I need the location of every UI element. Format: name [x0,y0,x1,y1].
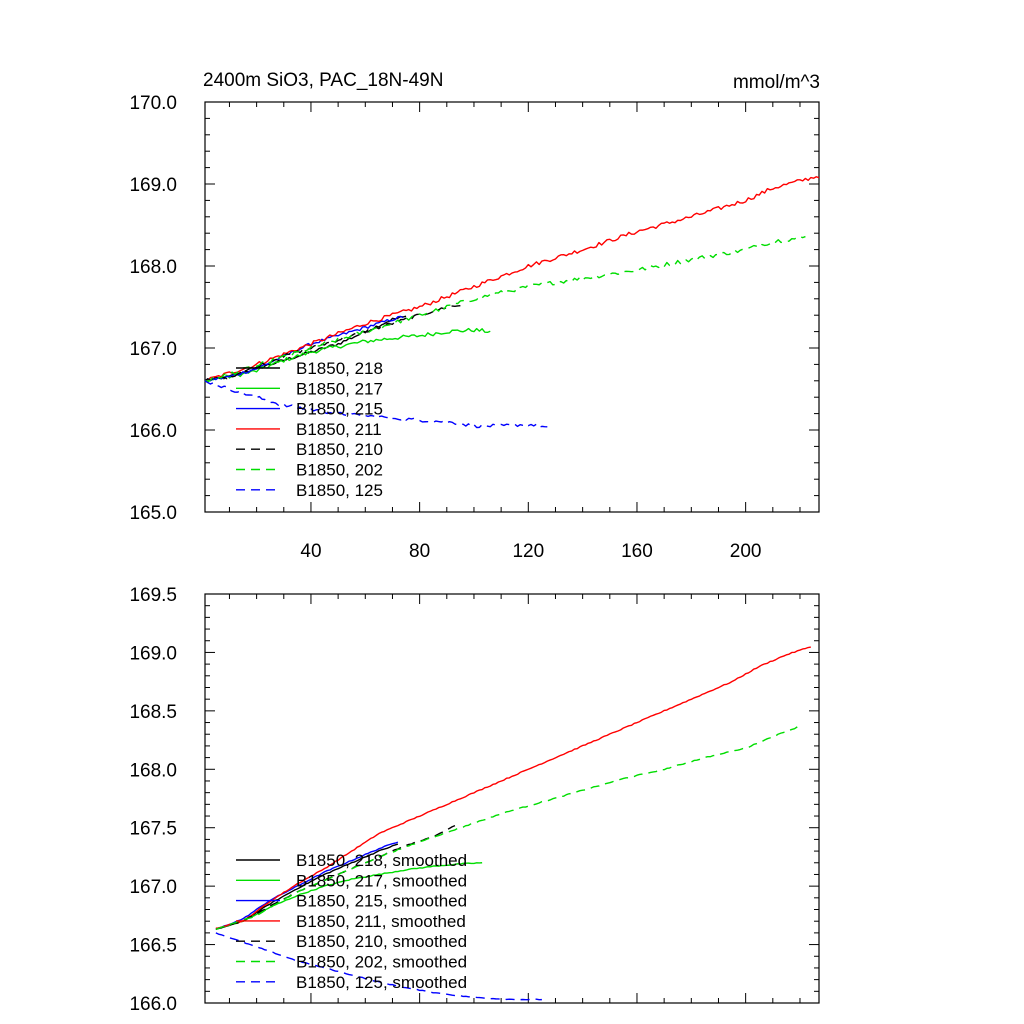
y-tick-label: 165.0 [129,503,177,524]
y-tick-label: 167.0 [129,877,177,898]
y-tick-label: 169.0 [129,643,177,664]
legend-label: B1850, 210 [296,440,383,459]
legend-label: B1850, 218 [296,359,383,378]
legend-label: B1850, 215 [296,400,383,419]
y-tick-label: 168.5 [129,702,177,723]
y-tick-label: 168.0 [129,257,177,278]
top-ticks: 40 80 120 160 200 165.0 166.0 167.0 168.0 169.0 17… [129,93,819,562]
x-tick-label: 80 [409,541,430,562]
y-tick-label: 167.0 [129,339,177,360]
y-tick-label: 169.5 [129,585,177,606]
top-plot-frame [204,101,820,513]
y-tick-label: 170.0 [129,93,177,114]
top-chart: 2400m SiO3, PAC_18N-49N mmol/m^3 40 80 120… [129,70,820,562]
legend-label: B1850, 125, smoothed [296,973,467,992]
top-chart-title: 2400m SiO3, PAC_18N-49N [203,70,443,91]
x-tick-label: 160 [621,541,653,562]
legend-label: B1850, 217, smoothed [296,871,467,890]
legend-label: B1850, 202 [296,461,383,480]
bottom-ticks: 166.0 166.5 167.0 167.5 168.0 168.5 169.0 169.5 [129,585,819,1015]
x-tick-label: 200 [730,541,762,562]
x-tick-label: 120 [512,541,544,562]
y-tick-label: 169.0 [129,175,177,196]
series-line-top-6 [204,380,548,429]
y-tick-label: 166.0 [129,994,177,1015]
series-line-top-1 [204,327,491,384]
series-line-top-3 [204,176,820,382]
legend-label: B1850, 211, smoothed [296,912,466,931]
series-line-bottom-3 [215,646,811,929]
series-line-bottom-2 [215,841,399,931]
series-line-bottom-6 [215,932,542,1001]
top-series [204,176,820,429]
legend-label: B1850, 125 [296,481,383,500]
legend-label: B1850, 202, smoothed [296,953,467,972]
legend-label: B1850, 211 [296,420,382,439]
y-tick-label: 166.0 [129,421,177,442]
series-line-top-5 [204,235,806,382]
legend-label: B1850, 218, smoothed [296,851,467,870]
y-tick-label: 168.0 [129,760,177,781]
bottom-series [215,646,811,1001]
bottom-plot-frame [204,593,820,1004]
legend-label: B1850, 217 [296,379,383,398]
top-chart-units: mmol/m^3 [733,72,820,93]
y-tick-label: 166.5 [129,936,177,957]
legend-label: B1850, 210, smoothed [296,932,467,951]
bottom-chart: 166.0 166.5 167.0 167.5 168.0 168.5 169.0 169.5… [129,585,820,1015]
series-line-bottom-5 [215,726,798,931]
y-tick-label: 167.5 [129,819,177,840]
series-line-top-4 [204,304,461,382]
x-tick-label: 40 [300,541,321,562]
legend-label: B1850, 215, smoothed [296,892,467,911]
